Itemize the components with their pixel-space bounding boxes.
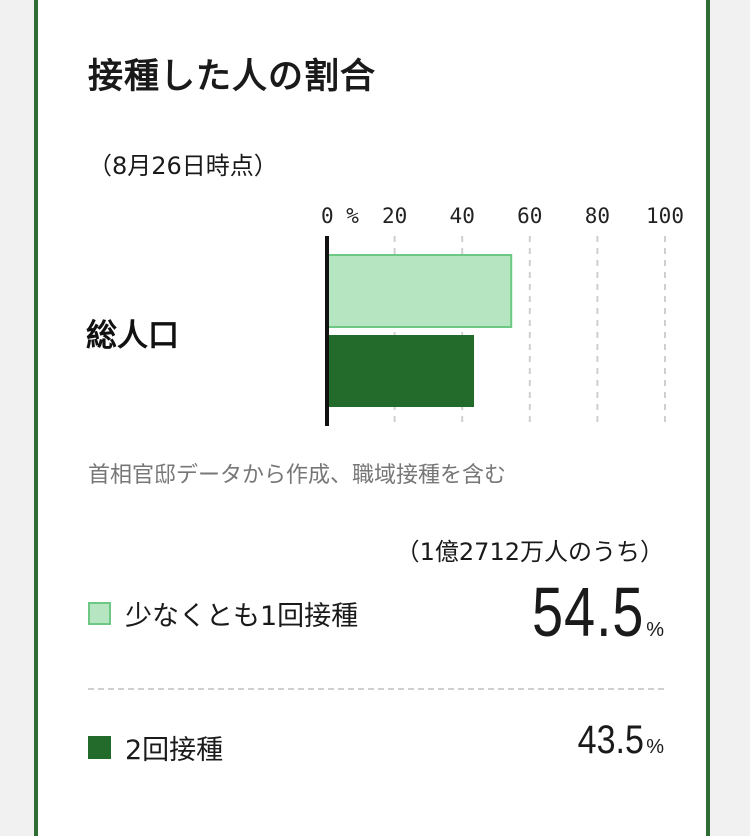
first-dose-value: 54.5 xyxy=(532,573,645,651)
chart-title: 接種した人の割合 xyxy=(88,57,377,97)
divider xyxy=(88,688,664,690)
second-dose-percent: 43.5 % xyxy=(566,718,664,763)
bar-first-dose xyxy=(326,254,513,328)
category-label: 総人口 xyxy=(86,318,179,354)
legend-swatch-second xyxy=(88,736,111,759)
tick-label-100: 100 xyxy=(646,204,684,228)
legend-first-dose: 少なくとも1回接種 xyxy=(88,594,358,633)
tick-label-80: 80 xyxy=(585,204,610,228)
first-dose-unit: % xyxy=(646,619,664,641)
legend-first-label: 少なくとも1回接種 xyxy=(125,601,359,632)
legend-second-label: 2回接種 xyxy=(125,735,224,766)
bar-chart: 0 % 20 40 60 80 100 総人口 xyxy=(86,204,684,426)
basis-note: （1億2712万人のうち） xyxy=(395,538,664,566)
tick-label-0: 0 % xyxy=(321,204,359,228)
tick-label-40: 40 xyxy=(450,204,475,228)
tick-label-60: 60 xyxy=(517,204,542,228)
source-note: 首相官邸データから作成、職域接種を含む xyxy=(88,463,507,488)
legend-second-dose: 2回接種 xyxy=(88,728,223,767)
second-dose-unit: % xyxy=(646,736,664,758)
first-dose-percent: 54.5 % xyxy=(504,572,664,652)
second-dose-value: 43.5 xyxy=(578,718,645,762)
legend-swatch-first xyxy=(88,602,111,625)
bar-second-dose xyxy=(327,335,475,407)
date-note: （8月26日時点） xyxy=(88,152,278,180)
tick-label-20: 20 xyxy=(382,204,407,228)
